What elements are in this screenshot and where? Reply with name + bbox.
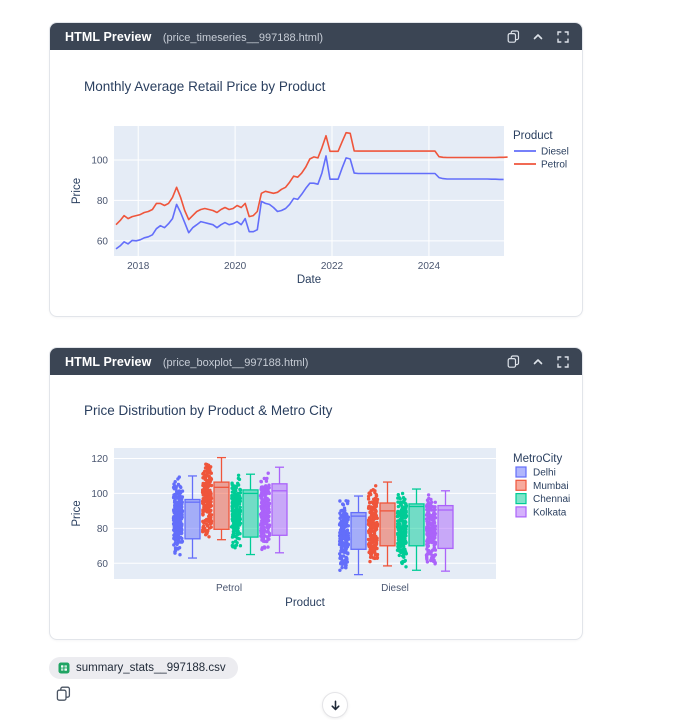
box-points-diesel-kolkata — [424, 493, 438, 566]
legend-swatch-kolkata — [515, 506, 527, 518]
box-whiskers-diesel-mumbai — [383, 481, 392, 567]
legend-label: Kolkata — [533, 507, 567, 518]
collapse-chevron-up-icon[interactable] — [531, 30, 545, 44]
legend-title: MetroCity — [513, 453, 562, 465]
box-petrol-chennai — [242, 489, 259, 538]
y-axis-title: Price — [71, 500, 83, 526]
legend-label: Chennai — [533, 494, 570, 505]
panel-filename: (price_boxplot__997188.html) — [162, 356, 309, 369]
box-whiskers-diesel-chennai — [412, 488, 421, 571]
legend-label: Delhi — [533, 468, 556, 479]
x-tick-label: Diesel — [381, 583, 409, 594]
box-whiskers-petrol-chennai — [246, 473, 255, 556]
copy-code-icon[interactable] — [506, 30, 520, 44]
y-axis-title: Price — [71, 178, 83, 204]
x-axis-title: Product — [285, 597, 325, 609]
svg-text:60: 60 — [97, 236, 109, 247]
panel-header-left: HTML Preview (price_timeseries__997188.h… — [65, 28, 323, 46]
box-diesel-delhi — [350, 511, 367, 550]
html-preview-panel-timeseries: HTML Preview (price_timeseries__997188.h… — [49, 22, 583, 317]
svg-text:2022: 2022 — [321, 261, 344, 272]
box-diesel-kolkata — [437, 504, 454, 550]
file-chip-summary-csv[interactable]: summary_stats__997188.csv — [49, 657, 238, 679]
svg-text:80: 80 — [97, 524, 109, 535]
box-points-petrol-kolkata — [258, 471, 272, 552]
copy-message-button[interactable] — [54, 686, 72, 704]
box-points-petrol-delhi — [171, 475, 185, 557]
box-petrol-delhi — [184, 498, 201, 540]
svg-text:80: 80 — [97, 196, 109, 207]
svg-text:100: 100 — [91, 489, 108, 500]
file-chip-label: summary_stats__997188.csv — [76, 662, 226, 674]
x-axis-title: Date — [297, 274, 321, 286]
svg-text:120: 120 — [91, 454, 108, 465]
box-points-petrol-chennai — [229, 473, 243, 550]
box-diesel-chennai — [408, 503, 425, 547]
scroll-down-button[interactable] — [322, 692, 348, 718]
panel-title: HTML Preview — [65, 354, 152, 369]
html-preview-panel-boxplot: HTML Preview (price_boxplot__997188.html… — [49, 347, 583, 640]
boxplot-chart: Price Distribution by Product & Metro Ci… — [71, 403, 570, 609]
fullscreen-icon[interactable] — [556, 355, 570, 369]
collapse-chevron-up-icon[interactable] — [531, 355, 545, 369]
panel-filename: (price_timeseries__997188.html) — [162, 31, 324, 44]
legend-swatch-mumbai — [515, 479, 527, 491]
svg-text:2018: 2018 — [127, 261, 150, 272]
panel-header-icons — [506, 30, 570, 44]
svg-text:60: 60 — [97, 559, 109, 570]
legend-swatch-chennai — [515, 492, 527, 505]
box-whiskers-petrol-delhi — [188, 475, 197, 559]
legend-label: Diesel — [541, 147, 569, 158]
timeseries-chart: Monthly Average Retail Price by Product 2… — [71, 79, 569, 286]
svg-text:100: 100 — [91, 155, 108, 166]
line-petrol — [115, 131, 508, 226]
copy-code-icon[interactable] — [506, 355, 520, 369]
chart-title: Monthly Average Retail Price by Product — [84, 79, 326, 94]
legend-swatch-delhi — [515, 466, 527, 478]
panel-header: HTML Preview (price_boxplot__997188.html… — [50, 348, 582, 375]
box-points-petrol-mumbai — [200, 462, 214, 539]
panel-header: HTML Preview (price_timeseries__997188.h… — [50, 23, 582, 50]
plot-area — [114, 126, 504, 256]
chart-title: Price Distribution by Product & Metro Ci… — [84, 403, 333, 418]
box-whiskers-diesel-kolkata — [441, 490, 450, 572]
box-points-diesel-mumbai — [366, 484, 380, 564]
box-points-diesel-delhi — [337, 499, 351, 572]
csv-file-icon — [58, 662, 70, 674]
svg-text:2024: 2024 — [418, 261, 441, 272]
legend-title: Product — [513, 130, 553, 142]
box-petrol-kolkata — [271, 483, 288, 536]
panel-header-icons — [506, 355, 570, 369]
svg-text:2020: 2020 — [224, 261, 247, 272]
box-petrol-mumbai — [213, 481, 230, 530]
legend-label: Mumbai — [533, 481, 569, 492]
panel-title: HTML Preview — [65, 29, 152, 44]
box-whiskers-petrol-mumbai — [217, 456, 226, 541]
x-tick-label: Petrol — [216, 583, 242, 594]
box-diesel-mumbai — [379, 502, 396, 547]
box-whiskers-petrol-kolkata — [275, 466, 284, 554]
line-diesel — [115, 155, 504, 250]
legend-label: Petrol — [541, 160, 567, 171]
panel-header-left: HTML Preview (price_boxplot__997188.html… — [65, 353, 308, 371]
fullscreen-icon[interactable] — [556, 30, 570, 44]
box-points-diesel-chennai — [395, 491, 409, 569]
box-whiskers-diesel-delhi — [354, 495, 363, 576]
